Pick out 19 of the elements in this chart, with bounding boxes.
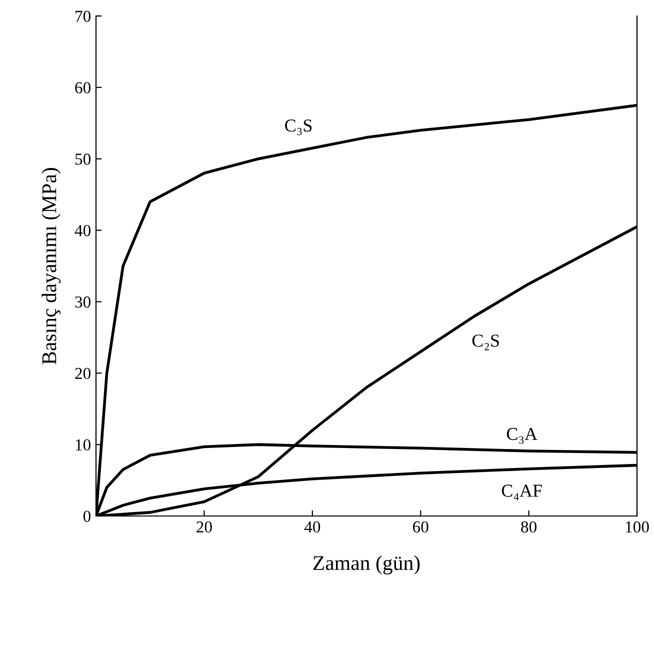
series-label: C₄AF bbox=[502, 484, 542, 500]
series-label: C₃A bbox=[506, 428, 538, 444]
y-tick-label: 30 bbox=[75, 296, 91, 308]
x-axis-title: Zaman (gün) bbox=[313, 555, 420, 574]
y-tick-label: 60 bbox=[75, 82, 91, 94]
x-tick-label: 100 bbox=[626, 521, 649, 533]
y-tick-label: 70 bbox=[76, 10, 91, 22]
y-tick-label: 20 bbox=[75, 368, 91, 380]
x-tick-label: 40 bbox=[304, 521, 320, 533]
series-label: C₂S bbox=[472, 334, 499, 350]
y-tick-label: 50 bbox=[75, 154, 91, 165]
y-tick-label: 0 bbox=[83, 510, 91, 522]
series-label: C₃S bbox=[285, 120, 312, 136]
x-tick-label: 60 bbox=[412, 521, 428, 533]
x-tick-label: 80 bbox=[521, 521, 536, 533]
x-tick-label: 20 bbox=[196, 521, 212, 533]
y-tick-label: 10 bbox=[76, 439, 91, 451]
y-tick-label: 40 bbox=[74, 224, 91, 236]
y-axis-title: Basınç dayanımı (MPa) bbox=[42, 168, 61, 364]
